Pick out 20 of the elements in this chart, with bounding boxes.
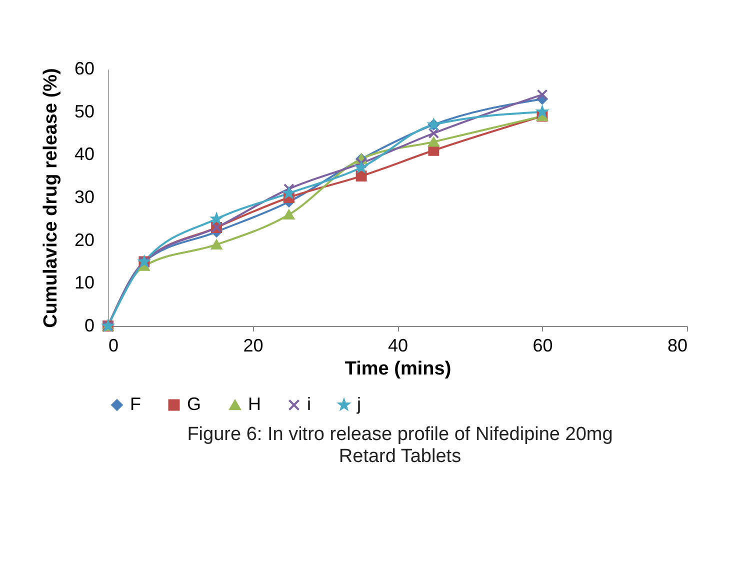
- y-tick-label: 20: [74, 230, 94, 250]
- y-axis-title: Cumulavice drug release (%): [40, 68, 62, 328]
- y-tick-label: 60: [74, 58, 94, 78]
- x-tick-label: 80: [667, 336, 688, 356]
- legend-label: j: [356, 394, 361, 414]
- x-tick-label: 0: [108, 336, 119, 356]
- legend-label: F: [130, 394, 141, 414]
- y-tick-label: 0: [84, 316, 94, 336]
- y-tick-label: 40: [74, 144, 94, 164]
- legend-label: G: [187, 394, 202, 414]
- y-tick-label: 10: [74, 272, 94, 293]
- x-tick-label: 40: [388, 336, 408, 356]
- legend-label: H: [248, 394, 261, 414]
- x-axis-title: Time (mins): [344, 358, 452, 380]
- y-tick-label: 50: [74, 101, 94, 122]
- caption: Figure 6: In vitro release profile of Nifedipine 20mg Retard Tablets: [186, 424, 614, 468]
- legend-label: i: [307, 394, 311, 414]
- x-tick-label: 20: [243, 336, 264, 356]
- y-tick-label: 30: [74, 187, 94, 207]
- x-tick-label: 60: [532, 336, 553, 356]
